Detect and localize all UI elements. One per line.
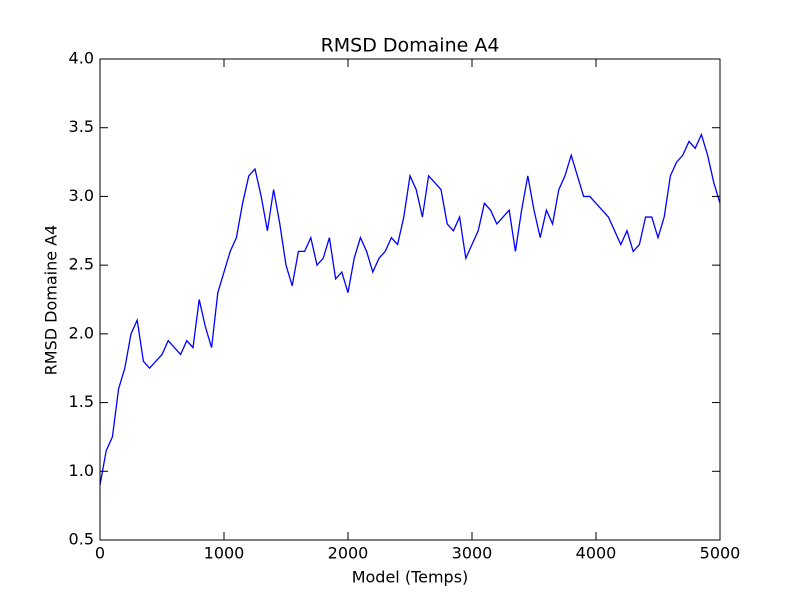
- plot-frame: [99, 58, 721, 541]
- x-tick-label: 1000: [204, 544, 245, 563]
- x-axis-label: Model (Temps): [352, 568, 469, 587]
- x-tick-label: 3000: [452, 544, 493, 563]
- y-tick-label: 1.5: [69, 392, 94, 411]
- x-tick-label: 5000: [700, 544, 741, 563]
- y-tick-label: 3.5: [69, 117, 94, 136]
- x-tick-label: 2000: [328, 544, 369, 563]
- y-tick-label: 4.0: [69, 49, 94, 68]
- x-tick-label: 4000: [576, 544, 617, 563]
- y-tick-label: 1.0: [69, 461, 94, 480]
- chart-title: RMSD Domaine A4: [321, 35, 500, 57]
- x-tick-label: 0: [95, 544, 105, 563]
- y-tick-label: 0.5: [69, 530, 94, 549]
- y-tick-label: 2.0: [69, 323, 94, 342]
- data-line: [99, 132, 721, 486]
- y-tick-label: 3.0: [69, 186, 94, 205]
- y-tick-label: 2.5: [69, 255, 94, 274]
- y-axis-label: RMSD Domaine A4: [42, 225, 61, 376]
